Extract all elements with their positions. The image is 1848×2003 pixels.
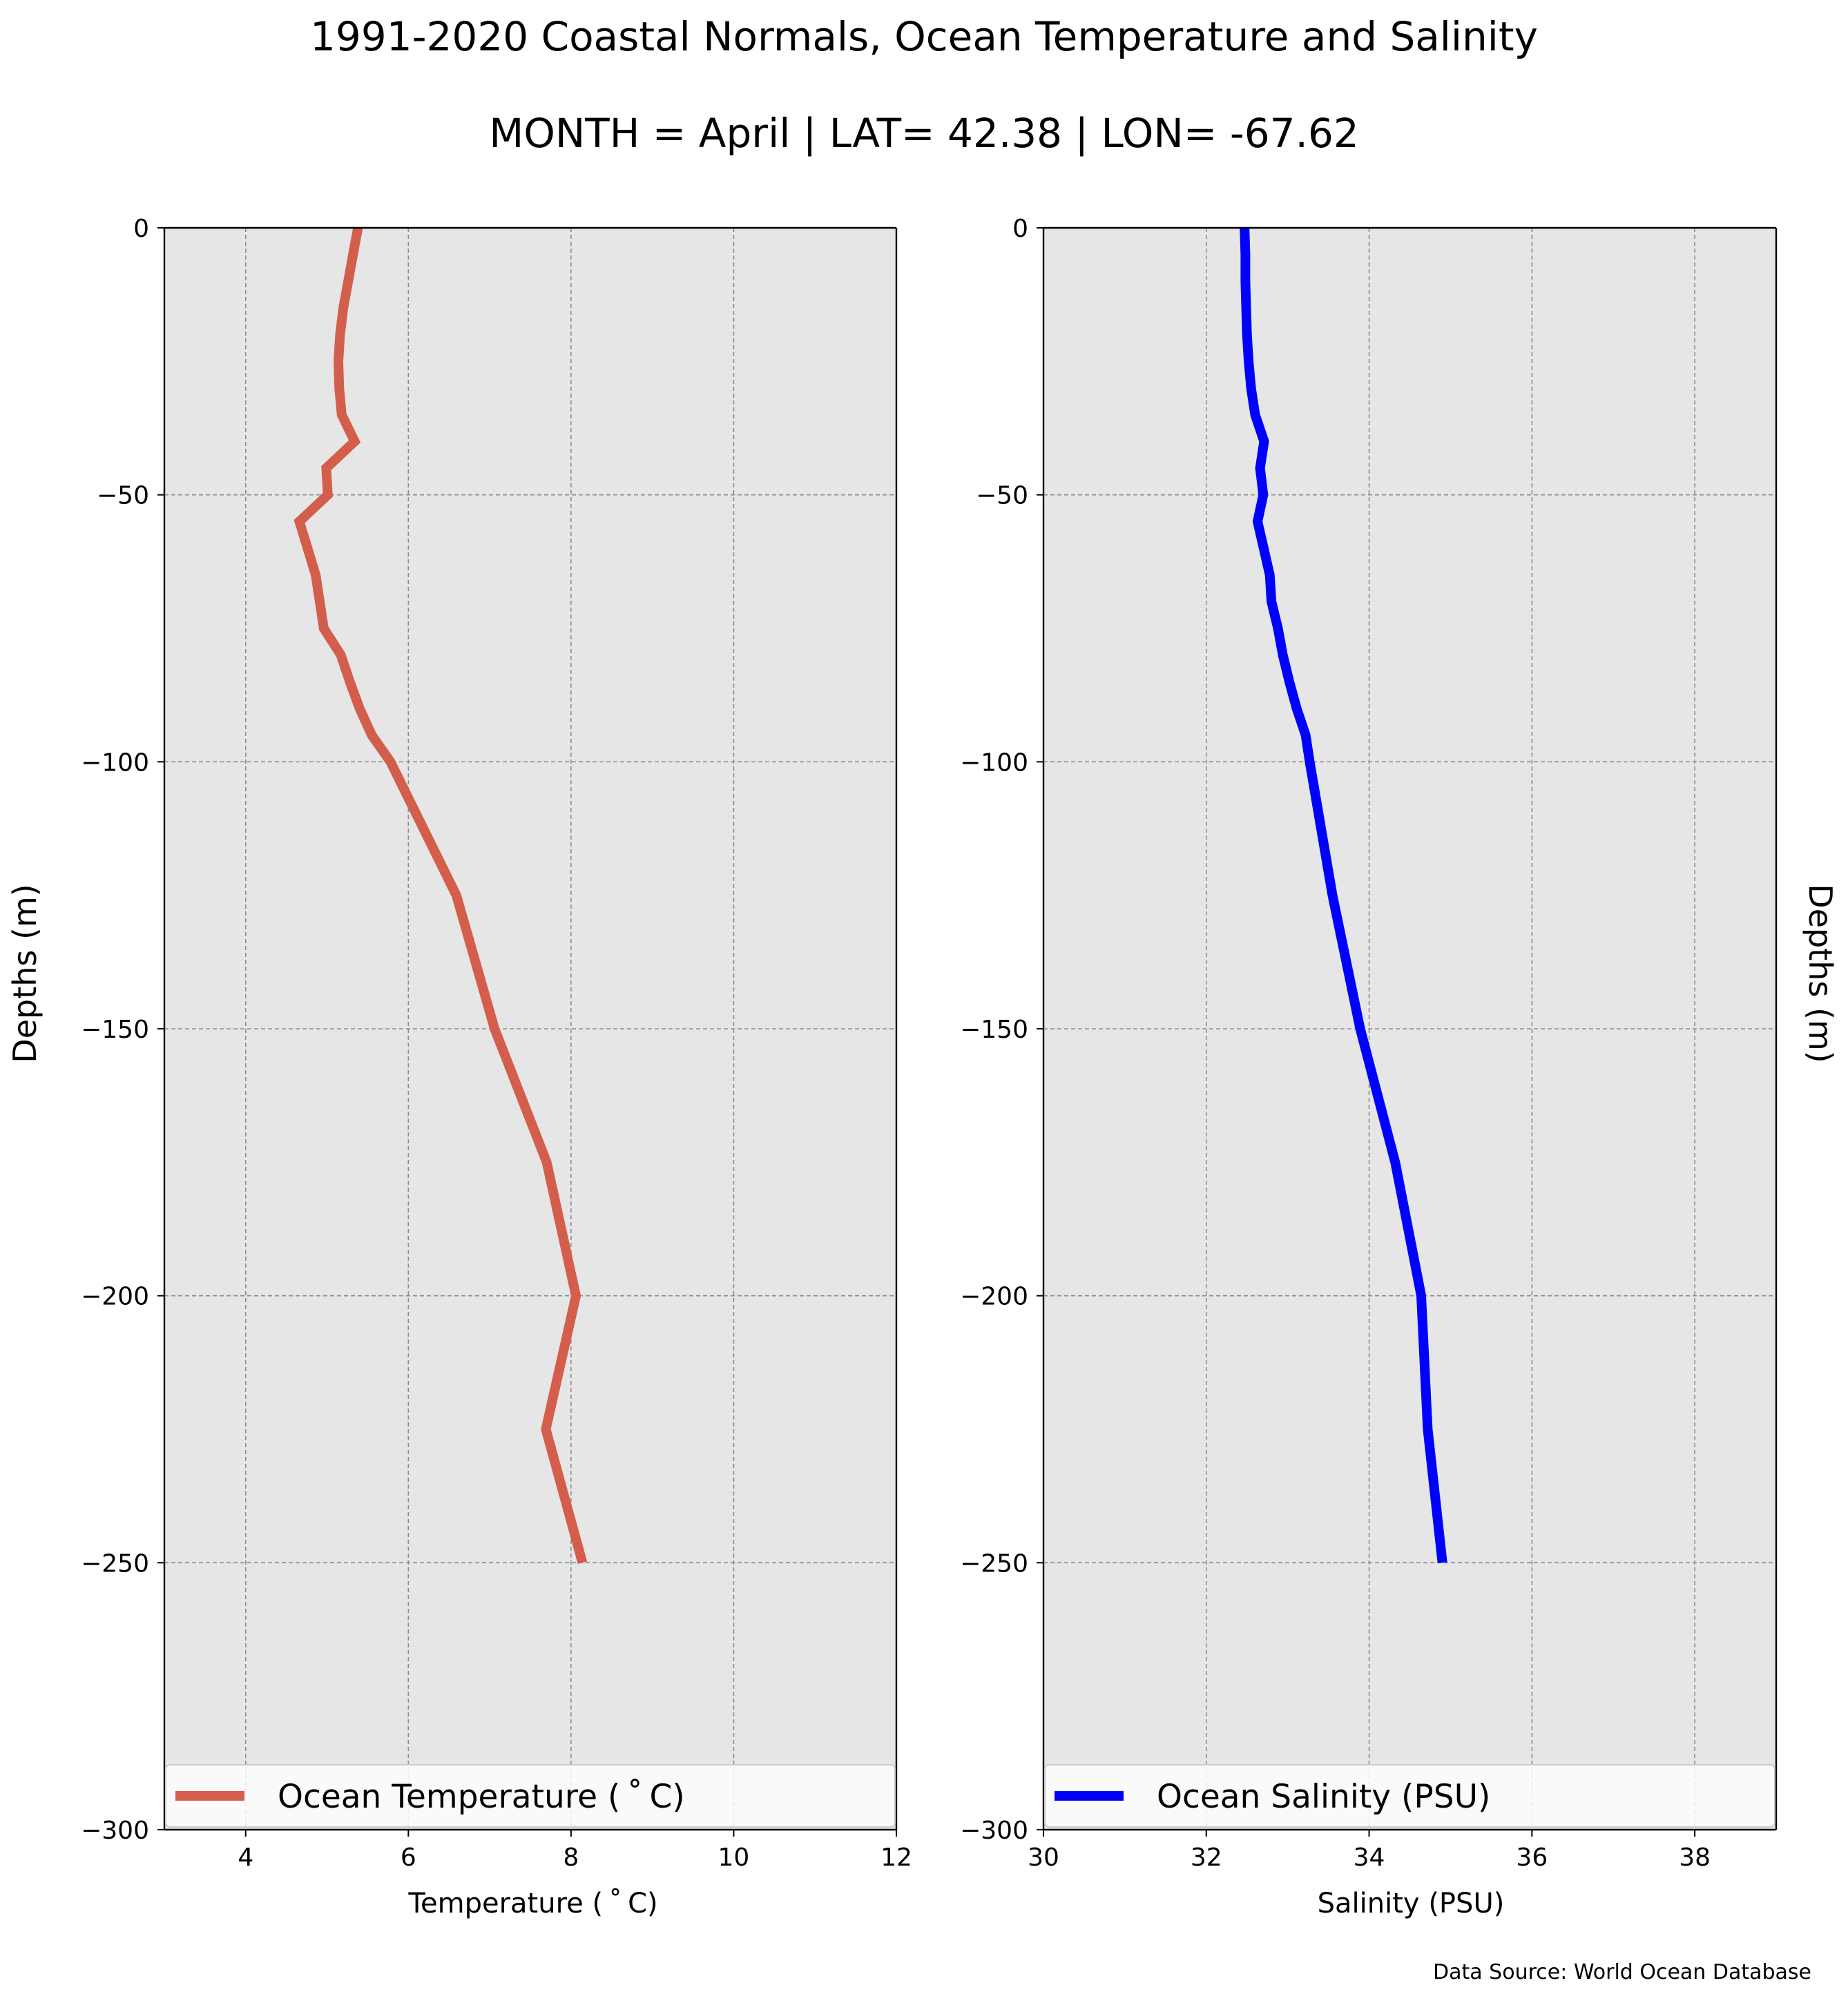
- salinity-y-tick-label: 0: [1012, 215, 1028, 243]
- temperature-chart: 4 6 8 10 12 0 −50 −100 −150 −200 −250 −300 Ocean Tem…: [81, 215, 912, 1872]
- salinity-y-tick-label: −50: [976, 482, 1028, 510]
- salinity-x-tick-label: 34: [1354, 1844, 1385, 1872]
- salinity-x-tick-label: 32: [1191, 1844, 1222, 1872]
- salinity-y-tick-label: −150: [960, 1016, 1028, 1044]
- salinity-x-axis-label: Salinity (PSU): [1318, 1888, 1505, 1919]
- temperature-y-tick-label: 0: [133, 215, 149, 243]
- salinity-y-tick-label: −250: [960, 1549, 1028, 1578]
- salinity-x-tick-label: 36: [1516, 1844, 1548, 1872]
- temperature-y-tick-label: −300: [81, 1817, 149, 1845]
- salinity-y-tick-label: −300: [960, 1817, 1028, 1845]
- temperature-x-axis-label: Temperature ( ˚ C): [407, 1888, 657, 1919]
- temperature-y-tick-label: −50: [97, 482, 149, 510]
- salinity-series-line: [1240, 227, 1447, 1564]
- temperature-legend-box: [165, 1764, 896, 1828]
- salinity-chart: 30 32 34 36 38 0 −50 −100 −150 −200 −250 −300 Ocean …: [960, 215, 1778, 1872]
- temperature-x-tick-label: 6: [401, 1844, 416, 1872]
- temperature-x-tick-label: 10: [718, 1844, 750, 1872]
- salinity-y-tick-label: −100: [960, 748, 1028, 777]
- temperature-x-tick-label: 4: [238, 1844, 253, 1872]
- temperature-y-tick-label: −250: [81, 1549, 149, 1578]
- temperature-legend-label: Ocean Temperature ( ˚ C): [278, 1778, 685, 1816]
- temperature-y-tick-label: −150: [81, 1016, 149, 1044]
- figure-title: 1991-2020 Coastal Normals, Ocean Tempera…: [310, 13, 1538, 60]
- temperature-series-line: [293, 226, 588, 1565]
- salinity-x-tick-label: 30: [1028, 1844, 1059, 1872]
- right-y-axis-label: Depths (m): [1802, 884, 1839, 1063]
- temperature-x-tick-label: 12: [880, 1844, 912, 1872]
- salinity-x-tick-label: 38: [1679, 1844, 1711, 1872]
- temperature-y-tick-label: −200: [81, 1283, 149, 1311]
- temperature-y-tick-label: −100: [81, 748, 149, 777]
- figure-subtitle: MONTH = April | LAT= 42.38 | LON= -67.62: [489, 110, 1359, 157]
- salinity-legend-label: Ocean Salinity (PSU): [1157, 1778, 1490, 1816]
- temperature-x-tick-label: 8: [563, 1844, 579, 1872]
- data-source-note: Data Source: World Ocean Database: [1433, 1960, 1811, 1984]
- left-y-axis-label: Depths (m): [6, 884, 44, 1063]
- salinity-y-tick-label: −200: [960, 1283, 1028, 1311]
- salinity-legend-box: [1044, 1764, 1775, 1828]
